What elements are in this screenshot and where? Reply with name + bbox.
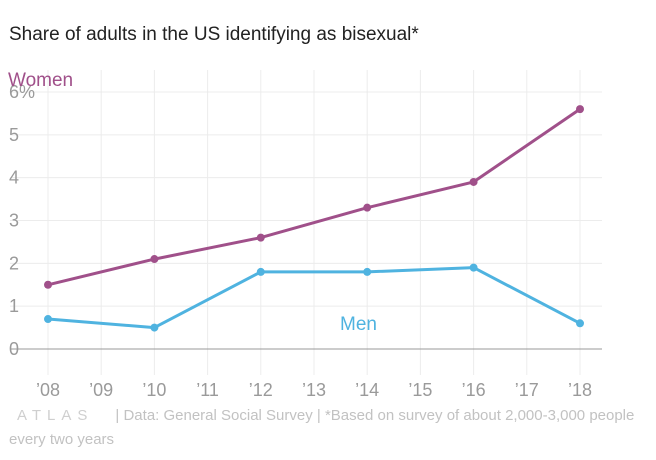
series-labels: Women Men [8,70,377,335]
men-data-point [470,264,478,272]
x-tick-label: ’13 [302,380,326,400]
y-tick-label: 2 [9,253,19,273]
atlas-logo: ATLAS [17,404,93,428]
women-data-point [44,281,52,289]
men-data-point [44,315,52,323]
women-data-point [150,255,158,263]
x-tick-label: ’17 [515,380,539,400]
chart-footer: ATLAS | Data: General Social Survey | *Ba… [9,404,639,452]
y-tick-label: 4 [9,168,19,188]
men-data-point [576,319,584,327]
y-tick-label: 1 [9,296,19,316]
x-tick-label: ’12 [249,380,273,400]
x-tick-label: ’14 [355,380,379,400]
women-data-point [576,105,584,113]
women-data-point [257,234,265,242]
x-tick-label: ’10 [142,380,166,400]
source-note: | Data: General Social Survey | *Based o… [9,407,634,448]
women-data-point [470,178,478,186]
y-tick-label: 3 [9,211,19,231]
axes: 0123456%’08’09’10’11’12’13’14’15’16’17’1… [9,82,602,400]
men-data-point [150,324,158,332]
men-data-point [257,268,265,276]
line-chart: 0123456%’08’09’10’11’12’13’14’15’16’17’1… [0,0,656,400]
x-tick-label: ’08 [36,380,60,400]
men-series-label: Men [340,314,377,335]
men-data-point [363,268,371,276]
x-tick-label: ’11 [196,380,219,400]
women-series-label: Women [8,70,73,91]
y-tick-label: 5 [9,125,19,145]
y-tick-label: 0 [9,339,19,359]
x-tick-label: ’16 [462,380,486,400]
women-data-point [363,204,371,212]
x-tick-label: ’15 [408,380,432,400]
grid-lines [10,70,602,375]
x-tick-label: ’18 [568,380,592,400]
x-tick-label: ’09 [89,380,113,400]
